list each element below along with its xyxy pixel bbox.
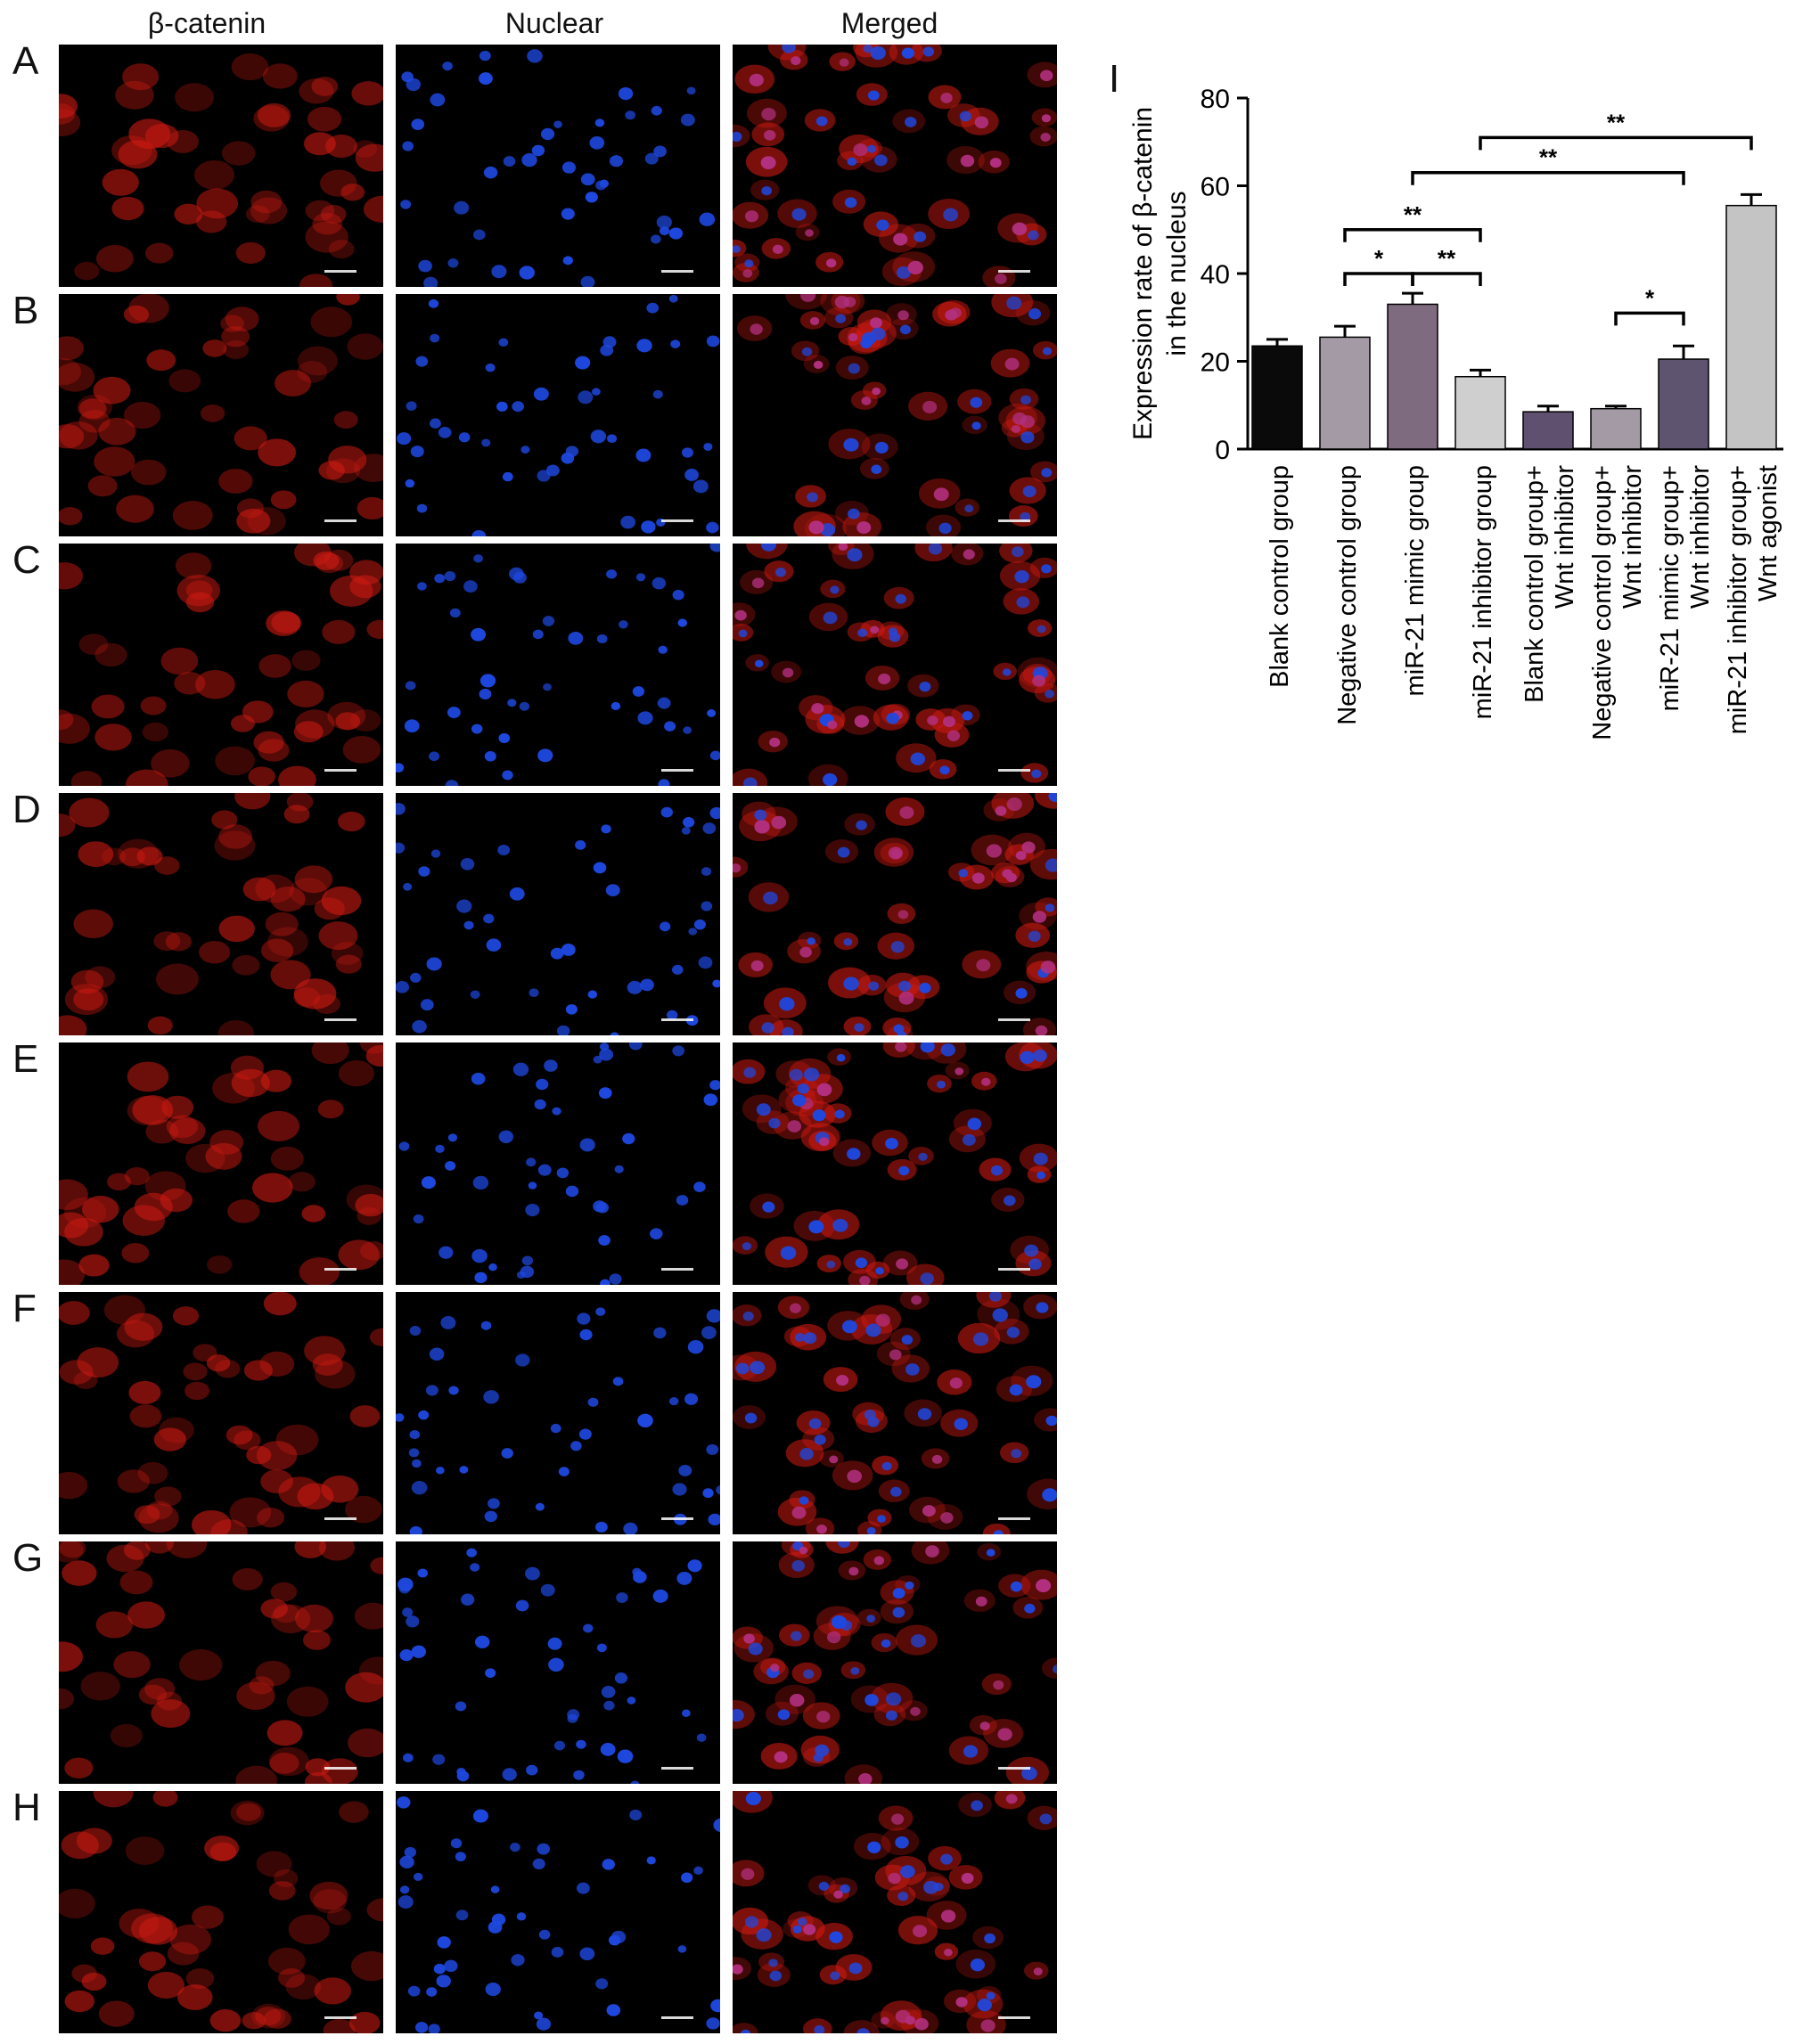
- micrograph-e-nuclear: [396, 1042, 720, 1285]
- scale-bar: [661, 519, 693, 522]
- significance-bracket: [1343, 272, 1414, 286]
- micrograph-h-beta-catenin: [59, 1791, 383, 2033]
- micrograph-g-nuclear: [396, 1541, 720, 1784]
- scale-bar: [998, 1767, 1030, 1770]
- bar: [1725, 204, 1777, 450]
- scale-bar: [324, 1517, 356, 1520]
- significance-bracket: [1411, 272, 1482, 286]
- significance-label: **: [1539, 144, 1558, 171]
- row-letter-g: G: [12, 1536, 44, 1580]
- micrograph-e-beta-catenin: [59, 1042, 383, 1285]
- micrograph-e-merged: [733, 1042, 1057, 1285]
- bar: [1387, 303, 1438, 450]
- category-label: Negative control group+Wnt inhibitor: [1588, 465, 1647, 740]
- significance-bracket: [1614, 311, 1685, 326]
- micrograph-a-nuclear: [396, 45, 720, 287]
- scale-bar: [998, 2016, 1030, 2019]
- bar: [1522, 411, 1574, 450]
- category-label: Blank control group+Wnt inhibitor: [1520, 465, 1579, 703]
- scale-bar: [324, 1018, 356, 1021]
- micrograph-f-nuclear: [396, 1292, 720, 1534]
- scale-bar: [324, 2016, 356, 2019]
- scale-bar: [998, 519, 1030, 522]
- category-label: miR-21 inhibitor group: [1469, 465, 1497, 719]
- y-axis-label: Expression rate of β-catenin in the nucle…: [1128, 107, 1192, 440]
- scale-bar: [324, 1268, 356, 1271]
- scale-bar: [998, 769, 1030, 772]
- row-letter-a: A: [12, 39, 39, 83]
- micrograph-f-beta-catenin: [59, 1292, 383, 1534]
- scale-bar: [661, 769, 693, 772]
- significance-label: *: [1645, 284, 1655, 311]
- scale-bar: [324, 1767, 356, 1770]
- scale-bar: [998, 1018, 1030, 1021]
- micrograph-a-beta-catenin: [59, 45, 383, 287]
- bar: [1455, 375, 1506, 450]
- category-label: miR-21 inhibitor group+Wnt agonist: [1724, 465, 1782, 734]
- row-letter-c: C: [12, 538, 41, 582]
- scale-bar: [661, 270, 693, 273]
- scale-bar: [661, 1018, 693, 1021]
- scale-bar: [661, 1767, 693, 1770]
- significance-bracket: [1343, 228, 1482, 242]
- significance-bracket: [1411, 170, 1685, 185]
- scale-bar: [661, 1517, 693, 1520]
- scale-bar: [324, 769, 356, 772]
- micrograph-b-nuclear: [396, 294, 720, 536]
- row-letter-e: E: [12, 1037, 39, 1081]
- column-header-merged: Merged: [840, 7, 938, 39]
- scale-bar: [661, 2016, 693, 2019]
- micrograph-g-merged: [733, 1541, 1057, 1784]
- significance-label: **: [1404, 201, 1422, 228]
- scale-bar: [324, 519, 356, 522]
- y-tick-label: 80: [1201, 85, 1230, 114]
- bar: [1251, 345, 1303, 450]
- micrograph-a-merged: [733, 45, 1057, 287]
- significance-label: **: [1438, 245, 1456, 272]
- micrograph-f-merged: [733, 1292, 1057, 1534]
- micrograph-h-nuclear: [396, 1791, 720, 2033]
- y-tick-label: 60: [1201, 173, 1230, 202]
- category-label: Negative control group: [1333, 465, 1362, 725]
- micrograph-c-beta-catenin: [59, 544, 383, 786]
- bar: [1319, 336, 1371, 450]
- micrograph-d-nuclear: [396, 793, 720, 1035]
- micrograph-d-beta-catenin: [59, 793, 383, 1035]
- panel-letter-i: I: [1109, 57, 1120, 101]
- scale-bar: [998, 1268, 1030, 1271]
- micrograph-c-merged: [733, 544, 1057, 786]
- bar-chart: 0 20 40 60 80 Expression rate of β-catenin in …: [1128, 85, 1783, 740]
- micrograph-b-beta-catenin: [59, 294, 383, 536]
- significance-label: **: [1607, 109, 1626, 135]
- micrograph-h-merged: [733, 1791, 1057, 2033]
- bar: [1590, 407, 1642, 450]
- category-label: miR-21 mimic group: [1401, 465, 1430, 696]
- scale-bar: [998, 270, 1030, 273]
- category-label: miR-21 mimic group+Wnt inhibitor: [1656, 465, 1715, 712]
- scale-bar: [324, 270, 356, 273]
- row-letter-b: B: [12, 289, 39, 332]
- significance-label: *: [1374, 245, 1384, 272]
- column-header-nuclear: Nuclear: [504, 7, 604, 39]
- y-tick-label: 20: [1201, 348, 1230, 378]
- scale-bar: [661, 1268, 693, 1271]
- row-letter-h: H: [12, 1786, 41, 1829]
- significance-bracket: [1479, 135, 1753, 151]
- y-tick-label: 40: [1201, 260, 1230, 290]
- category-label: Blank control group: [1266, 465, 1294, 688]
- row-letter-d: D: [12, 788, 41, 831]
- micrograph-b-merged: [733, 294, 1057, 536]
- micrograph-d-merged: [733, 793, 1057, 1035]
- scale-bar: [998, 1517, 1030, 1520]
- micrograph-c-nuclear: [396, 544, 720, 786]
- y-tick-label: 0: [1215, 436, 1230, 465]
- column-header-beta-catenin: β-catenin: [147, 7, 266, 39]
- row-letter-f: F: [12, 1287, 37, 1330]
- micrograph-g-beta-catenin: [59, 1541, 383, 1784]
- bar: [1658, 358, 1709, 450]
